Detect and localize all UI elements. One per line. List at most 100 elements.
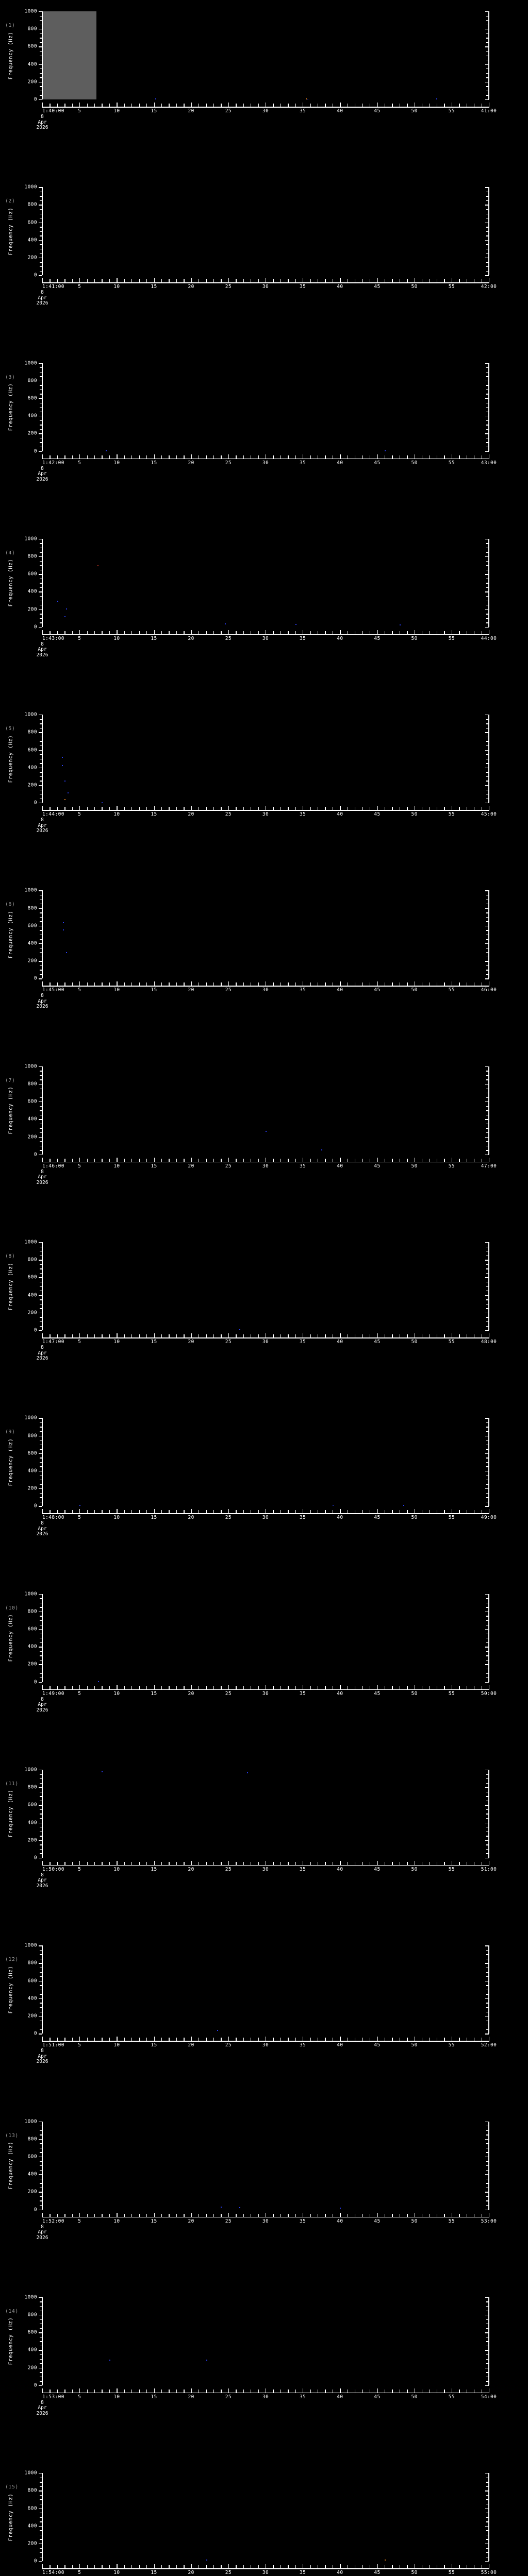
y-axis-minor-tick [40,1985,42,1986]
detection-marker [321,1149,323,1150]
panel-index-label: (11) [5,1781,19,1787]
x-axis-tick-label: 55 [448,1163,455,1169]
x-axis-minor-tick [146,631,147,634]
y-axis-tick-right [485,732,489,733]
x-axis-tick [191,1685,192,1689]
y-axis-tick-label: 600 [27,1802,37,1808]
y-axis-tick-right [485,64,489,65]
y-axis-tick [39,1787,42,1788]
y-axis-tick [39,2490,42,2492]
x-axis-tick-label: 10 [113,635,120,641]
y-axis-minor-tick-right [486,200,489,201]
y-axis-minor-tick-right [486,77,489,78]
y-axis-tick [39,2332,42,2333]
x-axis-date-label: 8 Apr 2026 [32,818,53,834]
x-axis-minor-tick [295,2213,296,2217]
x-axis-minor-tick [258,2213,259,2217]
y-axis-tick-right [485,591,489,592]
y-axis-minor-tick [40,2130,42,2131]
x-axis-minor-tick [124,1158,125,1162]
x-axis-line [42,458,489,460]
date-year: 2026 [36,1883,48,1889]
y-axis-minor-tick [40,776,42,777]
x-axis-minor-tick [161,2213,162,2217]
x-axis-minor-tick [280,2038,282,2041]
y-axis-minor-tick [40,77,42,78]
x-axis-minor-tick [362,1334,363,1338]
x-axis-minor-tick [258,1686,259,1689]
x-axis-start-label: 1:52:00 [42,2218,64,2224]
x-axis-tick-label: 55 [448,987,455,993]
spectrogram-panel: (6) Frequency (Hz) 0 200 400 600 800 1000 1:45:0… [0,879,528,1055]
x-axis-tick-label: 45 [374,2570,381,2576]
x-axis-tick-label: 15 [151,2394,157,2400]
y-axis-tick [39,1242,42,1243]
x-axis-tick-label: 35 [300,1515,306,1521]
y-axis-tick-right [485,1119,489,1120]
y-axis-tick-label: 1000 [24,184,37,190]
x-axis-tick-label: 25 [225,1690,232,1697]
x-axis-tick-label: 5 [78,1339,81,1345]
x-axis-tick [377,981,378,986]
x-axis-line [42,1689,489,1690]
y-axis-minor-tick [40,1844,42,1845]
x-axis-tick-label: 50 [411,811,418,818]
x-axis-minor-tick [258,631,259,634]
x-axis-minor-tick [72,1686,73,1689]
panel-index-label: (12) [5,1957,19,1963]
x-axis-tick-label: 20 [188,811,194,818]
y-axis-minor-tick-right [486,253,489,254]
x-axis-tick [377,2564,378,2569]
x-axis-tick-label: 40 [337,987,343,993]
x-axis-tick-label: 55 [448,2218,455,2224]
x-axis-tick-label: 30 [262,987,269,993]
spectrogram-panel: (8) Frequency (Hz) 0 200 400 600 800 1000 1:47:0… [0,1231,528,1406]
spectrogram-plot-area [42,1769,489,1858]
y-axis-tick-right [485,1101,489,1103]
y-axis-minor-tick [40,376,42,377]
x-axis-minor-tick [176,2389,177,2393]
x-axis-minor-tick [213,1686,214,1689]
y-axis-minor-tick-right [486,2152,489,2153]
x-axis-minor-tick [243,2213,244,2217]
x-axis-tick-label: 30 [262,1690,269,1697]
y-axis-minor-tick [40,1110,42,1111]
y-axis-tick-label: 1000 [24,1063,37,1070]
y-axis-minor-tick [40,565,42,566]
y-axis-tick-right [485,46,489,47]
x-axis-date-label: 8 Apr 2026 [32,290,53,307]
x-axis-tick [377,630,378,634]
y-axis-minor-tick-right [486,2319,489,2320]
detection-marker [105,450,107,451]
x-axis-minor-tick [280,1334,282,1338]
x-axis-minor-tick [362,2038,363,2041]
x-axis-line [42,1513,489,1514]
y-axis-minor-tick [40,2359,42,2360]
y-axis-minor-tick-right [486,86,489,87]
x-axis-minor-tick [280,2213,282,2217]
detection-marker [266,1130,267,1132]
detection-marker [109,2360,110,2361]
y-axis-tick-label: 600 [27,747,37,753]
y-axis-minor-tick [40,719,42,720]
detection-marker [384,450,386,451]
x-axis-end-label: 55:00 [481,2570,497,2576]
date-day: 8 [41,1520,44,1527]
x-axis-tick-label: 40 [337,2218,343,2224]
y-axis-minor-tick-right [486,921,489,922]
x-axis-tick-label: 45 [374,811,381,818]
x-axis-tick [228,1333,229,1338]
y-axis-tick-label: 200 [27,2013,37,2019]
y-axis-tick [39,1330,42,1331]
y-axis-tick-label: 800 [27,1081,37,1087]
x-axis-minor-tick [124,2038,125,2041]
x-axis-tick-label: 25 [225,2042,232,2048]
y-axis-tick-right [485,363,489,364]
y-axis-minor-tick [40,429,42,430]
x-axis-minor-tick [310,2038,311,2041]
date-day: 8 [41,641,44,647]
x-axis-minor-tick [295,455,296,459]
x-axis-tick-label: 50 [411,987,418,993]
x-axis-minor-tick [280,1510,282,1514]
y-axis-tick-right [485,890,489,891]
